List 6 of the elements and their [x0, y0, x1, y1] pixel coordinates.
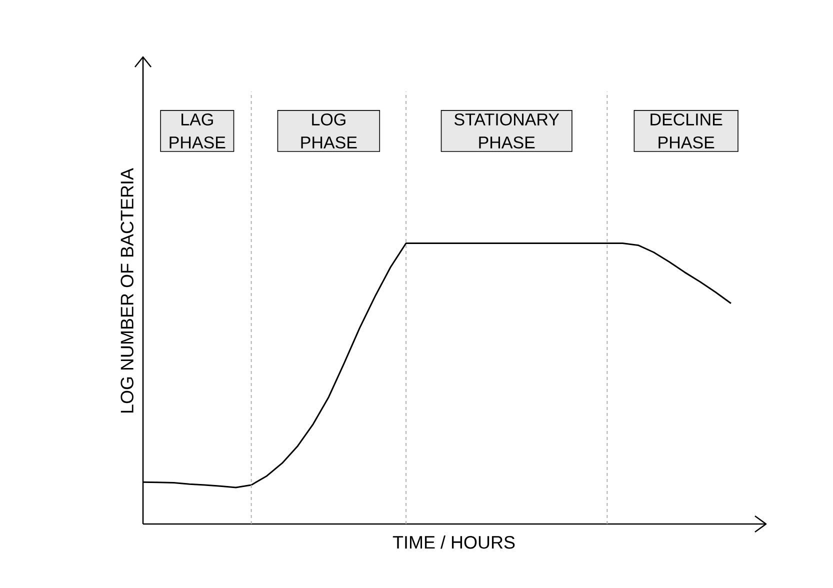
text: STATIONARY PHASE [454, 113, 560, 148]
y-axis-title: LOG NUMBER OF BACTERIA [120, 168, 134, 413]
text: LAG PHASE [170, 113, 226, 148]
x-axis-title: TIME / HOURS [392, 536, 515, 549]
text: DECLINE PHASE [650, 113, 722, 148]
text: LOG PHASE [301, 113, 357, 148]
